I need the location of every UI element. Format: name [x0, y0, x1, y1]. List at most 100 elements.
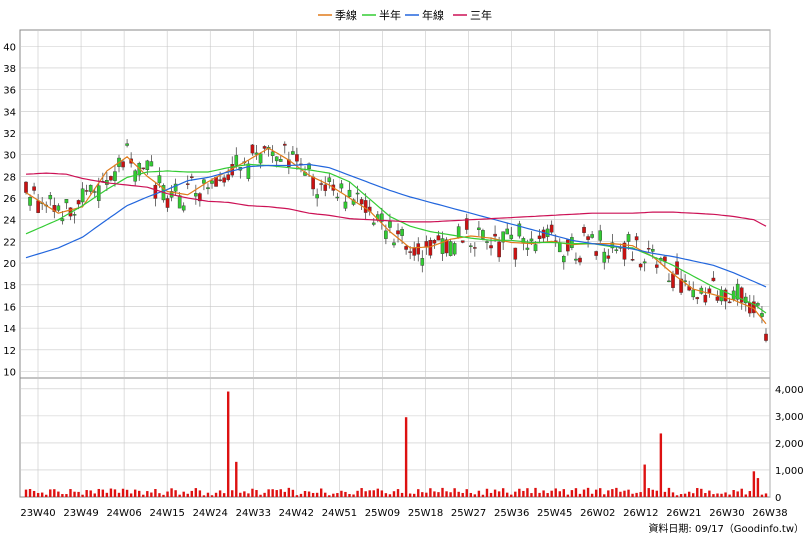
- volume-bar: [202, 495, 206, 497]
- ma-line: [25, 172, 767, 227]
- candle-body: [400, 229, 404, 236]
- candle-body: [380, 213, 384, 222]
- candle-body: [234, 155, 239, 166]
- volume-bar: [311, 492, 315, 497]
- candle-body: [262, 146, 267, 149]
- candle-body: [56, 205, 61, 211]
- candle-body: [121, 161, 125, 168]
- volume-bar: [388, 494, 392, 497]
- volume-bar: [619, 491, 622, 497]
- date-tick-label: 26W38: [752, 508, 787, 519]
- candle-body: [557, 242, 562, 253]
- candle-body: [335, 196, 340, 199]
- candle-body: [157, 175, 162, 184]
- volume-bar: [77, 491, 80, 497]
- candle-body: [590, 234, 594, 238]
- candle-body: [250, 144, 255, 154]
- volume-bar: [210, 495, 214, 497]
- date-tick-label: 24W51: [322, 508, 357, 519]
- volume-bar: [32, 490, 36, 497]
- volume-bar: [307, 491, 311, 497]
- volume-bar: [81, 494, 84, 497]
- volume-bar: [133, 489, 137, 497]
- volume-bar: [340, 490, 343, 497]
- volume-bar: [384, 493, 388, 497]
- candle-body: [384, 230, 388, 239]
- volume-bar: [744, 494, 747, 497]
- volume-bar: [538, 492, 541, 497]
- price-tick-label: 28: [3, 172, 16, 183]
- volume-bar: [461, 492, 464, 497]
- volume-bar: [303, 490, 307, 497]
- volume-bar: [24, 489, 28, 497]
- volume-bar: [526, 488, 529, 497]
- volume-bar: [760, 494, 764, 497]
- volume-bar: [562, 489, 566, 497]
- volume-bar: [178, 494, 181, 497]
- candle-body: [92, 191, 97, 193]
- date-tick-label: 23W40: [20, 508, 55, 519]
- candle-body: [206, 187, 210, 190]
- candle-body: [291, 151, 295, 155]
- price-tick-label: 30: [3, 151, 16, 162]
- volume-bar: [121, 488, 125, 497]
- date-tick-label: 25W09: [365, 508, 400, 519]
- volume-bar: [764, 493, 768, 497]
- candle-body: [181, 205, 186, 211]
- volume-bar: [97, 488, 100, 497]
- volume-bar: [546, 493, 549, 497]
- candle-body: [570, 237, 574, 248]
- volume-bar: [404, 417, 408, 497]
- candle-body: [723, 289, 728, 302]
- volume-bar: [49, 489, 52, 497]
- date-tick-label: 25W45: [537, 508, 572, 519]
- volume-bar: [449, 492, 452, 497]
- candle-body: [626, 234, 631, 242]
- volume-bar: [696, 488, 699, 497]
- grid-lines: [20, 30, 771, 497]
- volume-bar: [154, 489, 157, 497]
- price-tick-label: 10: [3, 367, 16, 378]
- volume-bar: [615, 487, 618, 497]
- candle-body: [646, 247, 651, 250]
- candle-body: [392, 242, 396, 246]
- volume-bar: [534, 487, 537, 497]
- candle-body: [80, 188, 85, 203]
- volume-bar: [457, 491, 460, 497]
- candle-body: [48, 195, 53, 200]
- volume-bar: [125, 489, 129, 497]
- candle-body: [481, 230, 485, 239]
- volume-bar: [663, 491, 667, 497]
- volume-bar: [364, 491, 367, 497]
- volume-bar: [712, 494, 715, 497]
- volume-bar: [437, 492, 440, 497]
- volume-bar: [214, 492, 218, 497]
- volume-tick-label: 4,000: [775, 385, 804, 396]
- candle-body: [614, 249, 619, 251]
- candle-body: [562, 256, 566, 263]
- volume-bar: [704, 493, 707, 497]
- candle-body: [497, 241, 501, 258]
- volume-bar: [445, 491, 448, 497]
- candle-body: [194, 193, 198, 197]
- price-tick-label: 20: [3, 259, 16, 270]
- volume-bar: [206, 492, 210, 497]
- date-tick-label: 26W02: [580, 508, 615, 519]
- candle-body: [185, 183, 190, 185]
- volume-bar: [36, 492, 40, 497]
- date-tick-label: 24W15: [150, 508, 185, 519]
- volume-bar: [198, 490, 202, 497]
- date-tick-label: 24W42: [279, 508, 314, 519]
- candle-body: [756, 303, 760, 306]
- legend-item-halfyear: 半年: [362, 8, 401, 22]
- candle-body: [72, 214, 77, 216]
- candle-body: [501, 231, 505, 243]
- volume-bar: [408, 493, 412, 497]
- candle-body: [258, 153, 263, 164]
- candle-body: [473, 247, 477, 249]
- candle-body: [319, 183, 323, 185]
- volume-bar: [510, 494, 513, 497]
- volume-bar: [647, 488, 650, 497]
- legend-label-year: 年線: [422, 8, 444, 22]
